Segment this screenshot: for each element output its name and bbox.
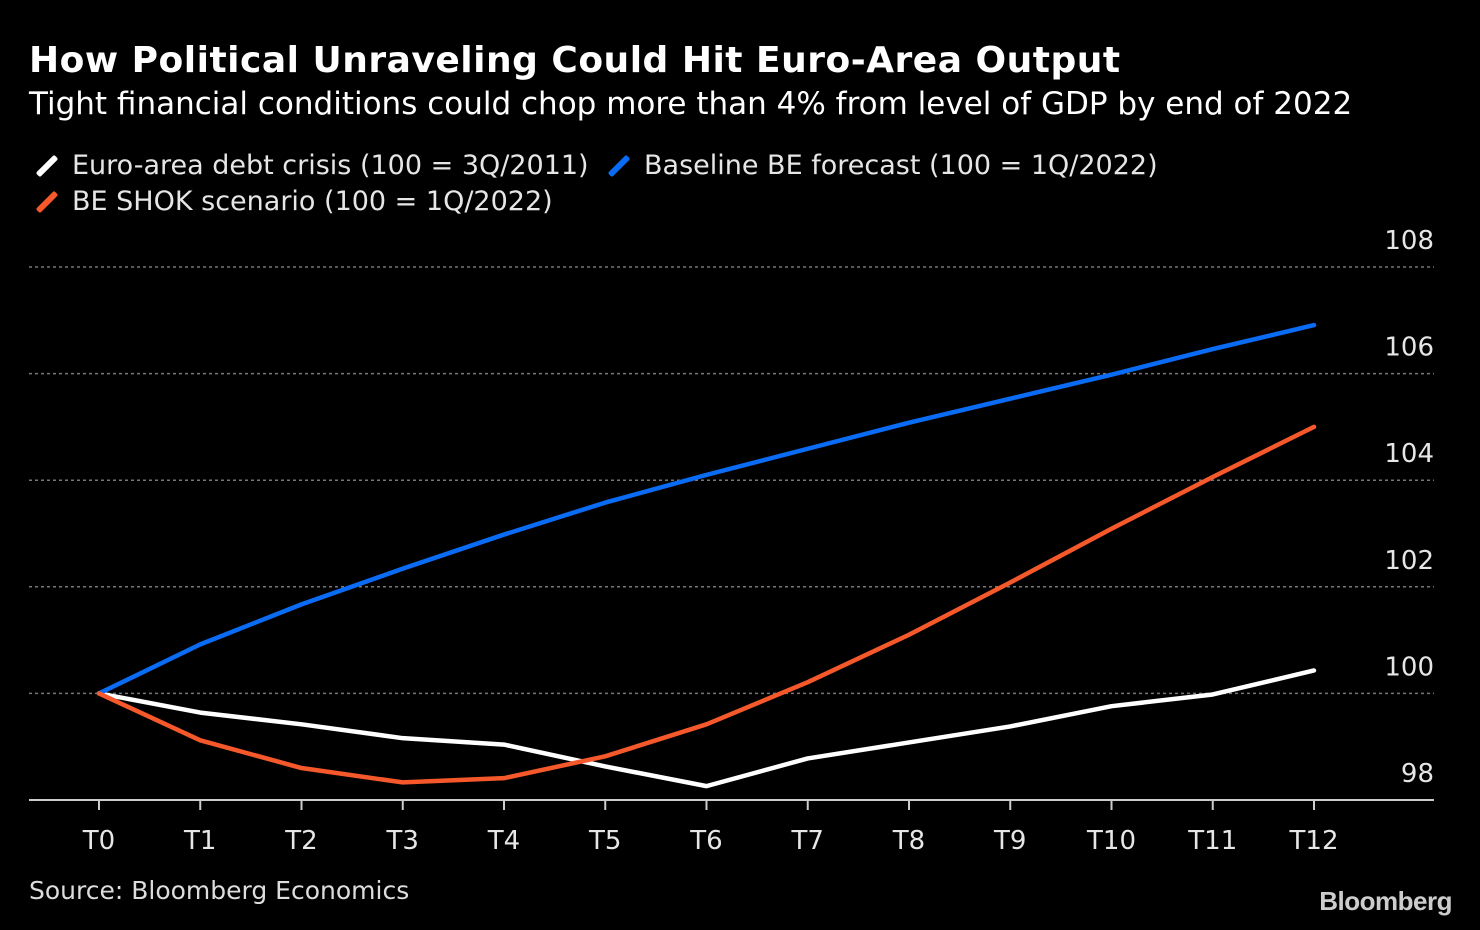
x-tick-label: T10 bbox=[1086, 826, 1136, 856]
x-tick-label: T1 bbox=[183, 826, 216, 856]
y-tick-label: 98 bbox=[1401, 759, 1434, 789]
series-line-0 bbox=[96, 668, 1317, 789]
legend-item-baseline: Baseline BE forecast (100 = 1Q/2022) bbox=[606, 150, 1158, 181]
y-tick-label: 100 bbox=[1384, 652, 1434, 682]
chart-title: How Political Unraveling Could Hit Euro-… bbox=[29, 40, 1121, 81]
x-tick-label: T5 bbox=[588, 826, 621, 856]
x-tick-label: T6 bbox=[689, 826, 722, 856]
source-note: Source: Bloomberg Economics bbox=[29, 876, 410, 905]
x-tick-label: T8 bbox=[892, 826, 925, 856]
legend-label: Baseline BE forecast (100 = 1Q/2022) bbox=[644, 150, 1158, 181]
x-tick-label: T9 bbox=[993, 826, 1026, 856]
y-tick-label: 104 bbox=[1384, 439, 1434, 469]
chart-subtitle: Tight financial conditions could chop mo… bbox=[29, 86, 1353, 122]
y-tick-label: 108 bbox=[1384, 226, 1434, 256]
legend-item-shok: BE SHOK scenario (100 = 1Q/2022) bbox=[34, 186, 553, 217]
legend-item-debt-crisis: Euro-area debt crisis (100 = 3Q/2011) bbox=[34, 150, 589, 181]
bloomberg-logo: Bloomberg bbox=[1319, 886, 1452, 916]
x-tick-label: T4 bbox=[487, 826, 520, 856]
x-tick-label: T0 bbox=[82, 826, 115, 856]
legend-label: Euro-area debt crisis (100 = 3Q/2011) bbox=[72, 150, 589, 181]
x-tick-label: T3 bbox=[386, 826, 419, 856]
legend-label: BE SHOK scenario (100 = 1Q/2022) bbox=[72, 186, 553, 217]
x-tick-label: T7 bbox=[791, 826, 824, 856]
x-tick-label: T12 bbox=[1289, 826, 1339, 856]
y-tick-label: 106 bbox=[1384, 333, 1434, 363]
y-tick-label: 102 bbox=[1384, 546, 1434, 576]
x-tick-label: T2 bbox=[284, 826, 317, 856]
x-tick-label: T11 bbox=[1187, 826, 1237, 856]
series-line-1 bbox=[96, 322, 1317, 696]
